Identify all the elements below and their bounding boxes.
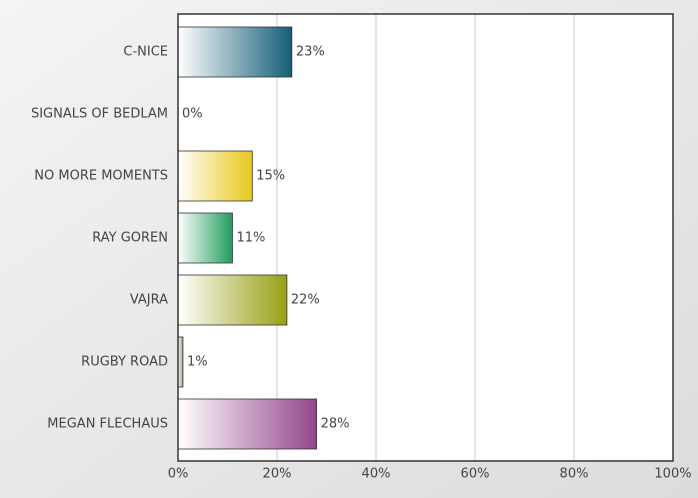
value-label: 15%	[256, 169, 285, 184]
y-tick-label: VAJRA	[130, 293, 168, 308]
y-tick-label: NO MORE MOMENTS	[34, 169, 168, 184]
value-label: 22%	[291, 293, 320, 308]
value-label: 11%	[236, 231, 265, 246]
plot-area	[178, 14, 673, 461]
x-tick-label: 100%	[654, 467, 691, 482]
bar	[177, 274, 288, 326]
y-tick-label: SIGNALS OF BEDLAM	[31, 107, 168, 122]
value-label: 28%	[321, 417, 350, 432]
x-tick-label: 80%	[560, 467, 589, 482]
x-tick-label: 20%	[263, 467, 292, 482]
bar	[177, 26, 293, 78]
value-label: 0%	[182, 107, 203, 122]
value-label: 23%	[296, 45, 325, 60]
bar	[177, 212, 233, 264]
y-tick-label: MEGAN FLECHAUS	[47, 417, 168, 432]
y-tick-label: C-NICE	[123, 45, 168, 60]
x-tick-label: 60%	[461, 467, 490, 482]
x-tick-label: 40%	[362, 467, 391, 482]
y-tick-label: RUGBY ROAD	[81, 355, 168, 370]
bar	[177, 150, 253, 202]
value-label: 1%	[187, 355, 208, 370]
y-tick-label: RAY GOREN	[92, 231, 168, 246]
x-tick-label: 0%	[168, 467, 189, 482]
plot-frame	[177, 13, 674, 462]
bar	[177, 398, 318, 450]
